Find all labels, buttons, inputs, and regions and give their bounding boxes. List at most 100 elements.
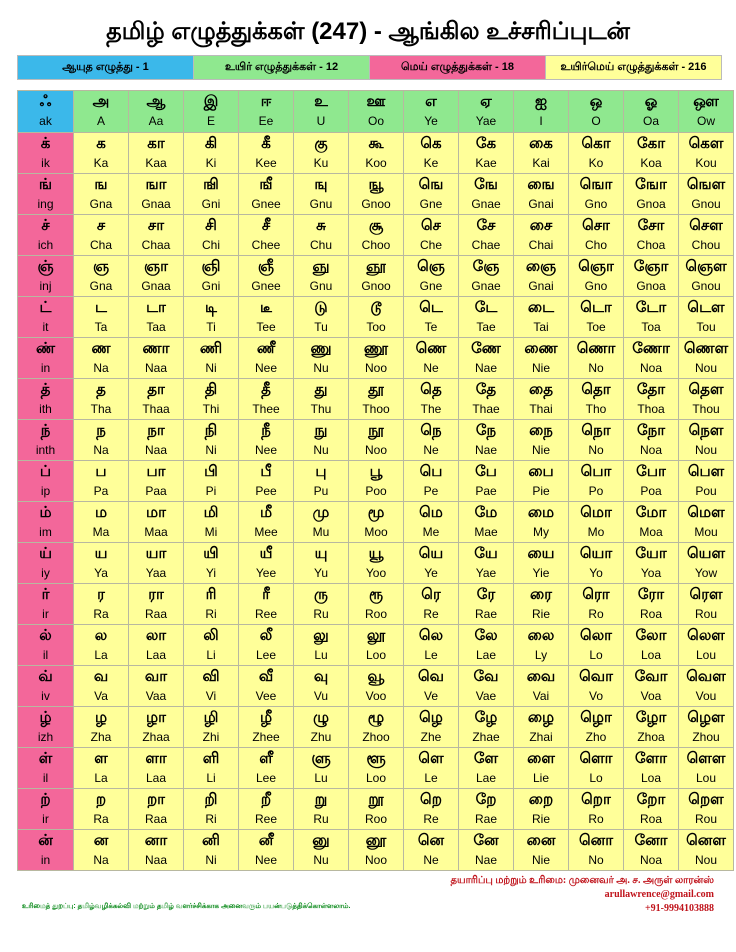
table-row: ய் iy ய Ya யா Yaa யி Yi யீ Yee யு Yu யூ Yoo யெ Ye யே Yae ய…: [17, 542, 734, 584]
disclaimer: உரிமைத் துறப்பு: தமிழ்வழிக்கல்வி மற்றும்…: [22, 903, 351, 910]
syllable-cell: ரு Ru: [293, 583, 349, 625]
syllable-cell: ன Na: [73, 829, 129, 871]
pronunciation: Lu: [314, 648, 328, 662]
tamil-letter: ஞோ: [633, 258, 669, 275]
pronunciation: Nae: [474, 443, 497, 457]
pronunciation: Ro: [588, 607, 604, 621]
tamil-letter: ஏ: [480, 93, 492, 110]
tamil-letter: பௌ: [687, 463, 725, 480]
tamil-letter: ஙே: [474, 176, 498, 193]
syllable-cell: ணூ Noo: [348, 337, 404, 379]
pronunciation: Maa: [144, 525, 168, 539]
tamil-letter: லொ: [580, 627, 612, 644]
tamil-letter: சை: [529, 217, 553, 234]
syllable-cell: சி Chi: [183, 214, 239, 256]
tamil-letter: மு: [312, 504, 330, 521]
syllable-cell: ஞே Gnae: [458, 255, 514, 297]
pronunciation: Nee: [254, 361, 277, 375]
pronunciation: Voa: [640, 689, 662, 703]
tamil-letter: பொ: [580, 463, 612, 480]
syllable-cell: டூ Too: [348, 296, 404, 338]
pronunciation: Too: [366, 320, 386, 334]
pronunciation: Thai: [529, 402, 553, 416]
tamil-letter: கே: [475, 135, 497, 152]
tamil-letter: ஞீ: [257, 258, 275, 275]
tamil-letter: ஙி: [203, 176, 219, 193]
syllable-cell: ளோ Loa: [623, 747, 679, 789]
tamil-letter: நா: [147, 422, 165, 439]
pronunciation: Gnu: [309, 279, 333, 293]
pronunciation: Chae: [471, 238, 501, 252]
pronunciation: Vai: [532, 689, 550, 703]
tamil-letter: ந்: [40, 422, 51, 439]
tamil-letter: ரோ: [637, 586, 665, 603]
syllable-cell: யெ Ye: [403, 542, 459, 584]
tamil-letter: ச்: [41, 217, 50, 234]
tamil-letter: வீ: [258, 668, 274, 685]
tamil-letter: ழீ: [259, 709, 273, 726]
tamil-letter: ளா: [145, 750, 167, 767]
pronunciation: Ro: [588, 812, 604, 826]
table-row: ள் il ள La ளா Laa ளி Li ளீ Lee ளு Lu ளூ Loo ளெ Le ளே Lae ள…: [17, 747, 734, 789]
vowel-header-row: ஃ ak அ A ஆ Aa இ E ஈ Ee உ U ஊ Oo எ Ye ஏ Yae ஐ I ஒ O ஓ Oa ஔ Ow: [17, 90, 734, 133]
tamil-letter: னா: [144, 832, 168, 849]
syllable-cell: தை Thai: [513, 378, 569, 420]
pronunciation: Ye: [424, 114, 438, 128]
pronunciation: Te: [424, 320, 438, 334]
pronunciation: Lo: [589, 648, 603, 662]
tamil-letter: பூ: [369, 463, 383, 480]
syllable-cell: றொ Ro: [568, 788, 624, 830]
pronunciation: Chou: [691, 238, 721, 252]
pronunciation: Gne: [419, 197, 443, 211]
pronunciation: Ra: [93, 812, 109, 826]
pronunciation: No: [588, 853, 604, 867]
pronunciation: Roa: [639, 812, 662, 826]
pronunciation: Ree: [254, 607, 277, 621]
tamil-letter: மௌ: [687, 504, 725, 521]
tamil-letter: ற: [95, 791, 107, 808]
pronunciation: Gno: [584, 279, 608, 293]
pronunciation: Ri: [205, 812, 217, 826]
tamil-letter: ஃ: [39, 93, 52, 110]
pronunciation: Lee: [255, 648, 277, 662]
syllable-cell: ழ Zha: [73, 706, 129, 748]
syllable-cell: கௌ Kou: [678, 132, 734, 174]
tamil-letter: ஙூ: [368, 176, 384, 193]
syllable-cell: மூ Moo: [348, 501, 404, 543]
syllable-cell: கு Ku: [293, 132, 349, 174]
syllable-cell: வ Va: [73, 665, 129, 707]
pronunciation: Ni: [205, 853, 217, 867]
syllable-cell: றீ Ree: [238, 788, 294, 830]
pronunciation: Yae: [475, 566, 497, 580]
pronunciation: Pe: [423, 484, 439, 498]
pronunciation: Vi: [205, 689, 217, 703]
pronunciation: Re: [423, 812, 439, 826]
pronunciation: Zhou: [692, 730, 720, 744]
pronunciation: Zhai: [529, 730, 553, 744]
syllable-cell: ணௌ Nou: [678, 337, 734, 379]
tamil-letter: தொ: [581, 381, 611, 398]
tamil-letter: ளூ: [366, 750, 386, 767]
syllable-cell: வூ Voo: [348, 665, 404, 707]
tamil-letter: வை: [526, 668, 556, 685]
pronunciation: E: [206, 114, 215, 128]
pronunciation: Rie: [531, 607, 550, 621]
pronunciation: Gna: [89, 279, 113, 293]
vowel-cell: ஏ Yae: [458, 90, 514, 133]
pronunciation: Roo: [364, 812, 387, 826]
tamil-letter: கா: [147, 135, 165, 152]
pronunciation: Ye: [424, 566, 438, 580]
pronunciation: Yoo: [365, 566, 387, 580]
syllable-cell: பு Pu: [293, 460, 349, 502]
consonant-cell: ர் ir: [17, 583, 74, 625]
pronunciation: Loo: [365, 771, 387, 785]
tamil-letter: டை: [527, 299, 555, 316]
pronunciation: Zhu: [310, 730, 332, 744]
syllable-cell: ஙெ Gne: [403, 173, 459, 215]
tamil-letter: போ: [636, 463, 666, 480]
pronunciation: Nou: [694, 443, 717, 457]
pronunciation: ich: [37, 238, 54, 252]
tamil-letter: று: [314, 791, 328, 808]
tamil-letter: கௌ: [688, 135, 724, 152]
syllable-cell: பெ Pe: [403, 460, 459, 502]
